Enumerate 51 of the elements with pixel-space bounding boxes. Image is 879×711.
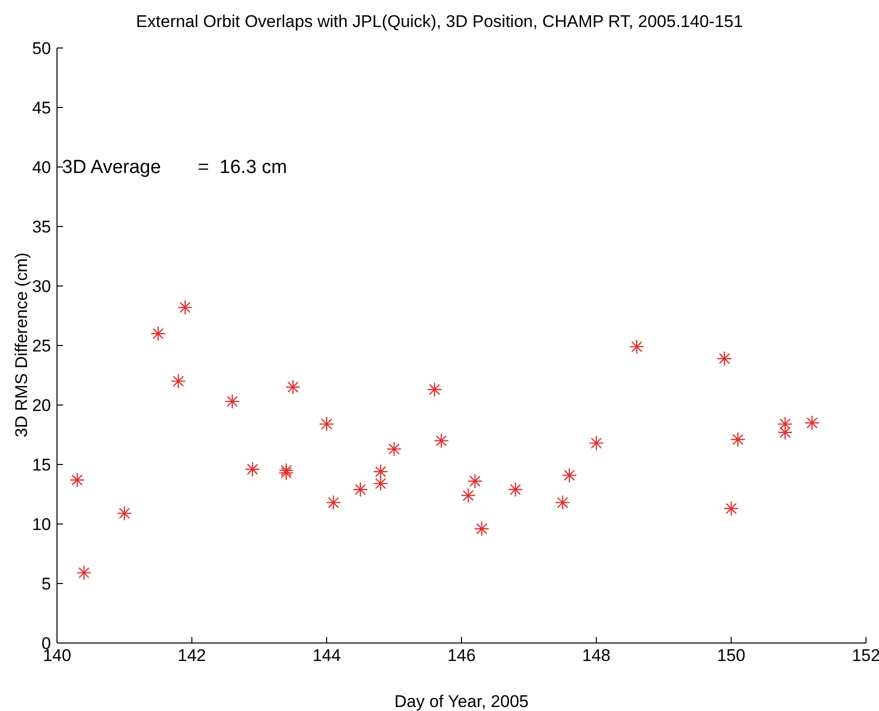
y-axis-title: 3D RMS Difference (cm)	[12, 252, 32, 438]
y-tick-label: 35	[32, 218, 51, 237]
point	[562, 468, 577, 483]
point	[467, 474, 483, 489]
point	[319, 416, 334, 432]
point	[508, 482, 524, 498]
point	[386, 441, 402, 457]
y-tick-label: 20	[32, 396, 51, 416]
annotation: 3D Average = 16.3 cm	[62, 157, 288, 179]
point	[285, 380, 301, 395]
point	[116, 506, 132, 521]
point	[352, 482, 368, 498]
y-tick-label: 40	[32, 158, 51, 178]
point	[434, 433, 449, 448]
point	[326, 494, 342, 510]
point	[150, 326, 166, 342]
point	[555, 494, 570, 510]
point	[629, 339, 644, 354]
point	[70, 472, 85, 488]
point	[170, 374, 186, 389]
point	[426, 382, 442, 398]
point	[778, 416, 793, 432]
point	[716, 350, 732, 366]
chart-title: External Orbit Overlaps with JPL(Quick), 3D Position, CHAMP RT, 2005.140-151	[135, 12, 744, 32]
point	[460, 488, 476, 504]
point	[474, 521, 490, 536]
y-tick-label: 50	[32, 39, 51, 58]
y-tick-label: 5	[42, 574, 51, 594]
point	[224, 394, 240, 410]
point	[724, 500, 739, 516]
x-tick-label: 150	[716, 646, 746, 666]
x-tick-label: 146	[447, 646, 476, 666]
point	[588, 435, 604, 451]
y-tick-label: 15	[32, 456, 51, 475]
y-tick-label: 10	[32, 515, 51, 534]
point	[177, 300, 193, 316]
x-axis-title: Day of Year, 2005	[394, 692, 529, 711]
point	[730, 432, 746, 448]
point	[76, 565, 92, 580]
point	[244, 462, 260, 477]
x-tick-label: 142	[178, 646, 206, 666]
point	[373, 476, 388, 492]
x-tick-label: 148	[582, 646, 611, 666]
point	[778, 424, 793, 440]
point	[373, 464, 388, 480]
y-tick-label: 25	[32, 336, 51, 356]
x-tick-label: 152	[852, 646, 879, 666]
point	[804, 415, 820, 430]
y-tick-label: 45	[32, 98, 51, 118]
y-tick-label: 30	[32, 277, 51, 296]
x-tick-label: 144	[312, 646, 341, 666]
